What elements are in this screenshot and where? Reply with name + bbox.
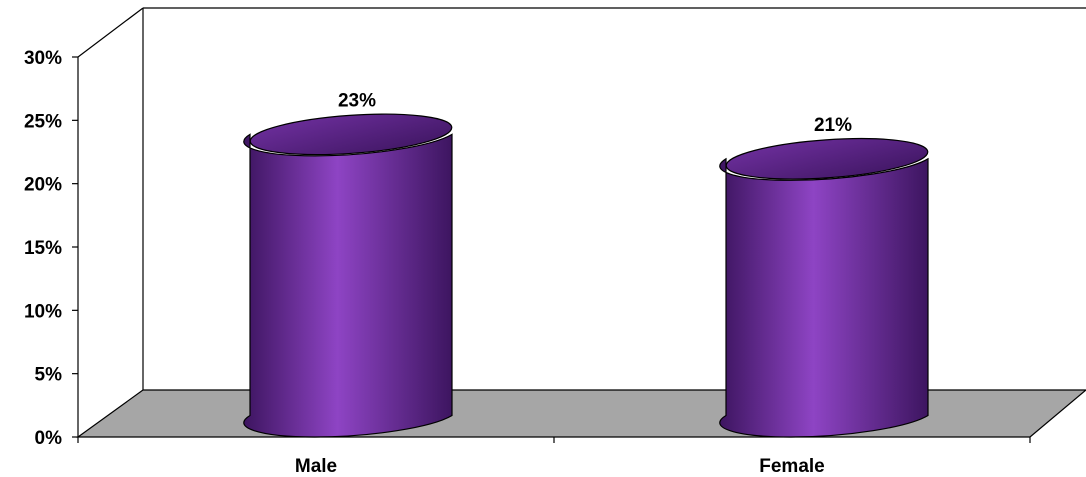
labels: 23% Male 21% Female — [295, 90, 852, 477]
x-category-label: Male — [295, 456, 337, 477]
data-label: 23% — [338, 90, 376, 111]
y-tick-label: 25% — [24, 111, 62, 132]
cylinder-top — [725, 137, 929, 180]
y-tick-label: 15% — [24, 238, 62, 259]
x-category-label: Female — [759, 456, 824, 477]
cylinder-top — [249, 113, 453, 156]
bar-male — [243, 113, 453, 438]
y-tick-label: 0% — [35, 428, 63, 449]
cylinder-body — [719, 157, 929, 438]
chart-frame — [76, 7, 1086, 438]
floor-plane — [76, 389, 1086, 438]
cylinder-body — [243, 133, 453, 438]
y-axis: 0% 5% 10% 15% 20% 25% 30% — [24, 48, 1031, 449]
bar-female — [719, 137, 929, 438]
y-tick-label: 30% — [24, 48, 62, 69]
y-tick-label: 5% — [35, 365, 63, 386]
y-tick-label: 20% — [24, 175, 62, 196]
side-wall-top-edge — [77, 7, 144, 58]
y-tick-label: 10% — [24, 301, 62, 322]
bars — [243, 113, 929, 438]
data-label: 21% — [814, 115, 852, 136]
